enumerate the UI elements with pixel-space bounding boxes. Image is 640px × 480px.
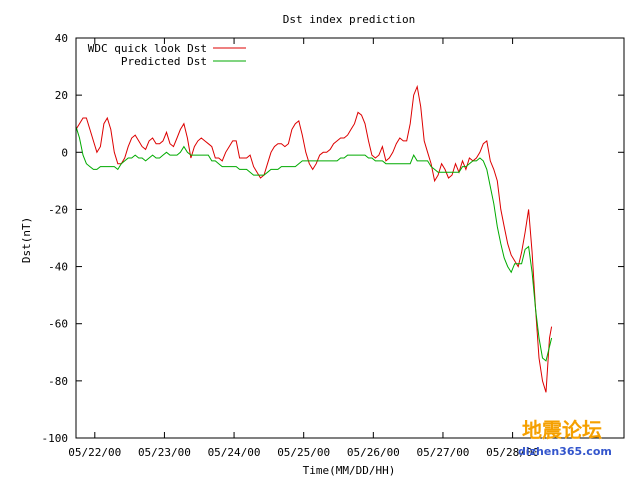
x-tick-label: 05/26/00 bbox=[347, 446, 400, 459]
legend-label-predicted: Predicted Dst bbox=[121, 55, 207, 68]
x-tick-label: 05/25/00 bbox=[277, 446, 330, 459]
plot-frame bbox=[75, 37, 625, 439]
y-axis-label: Dst(nT) bbox=[20, 217, 33, 263]
y-tick-label: -60 bbox=[48, 318, 68, 331]
x-tick-label: 05/24/00 bbox=[208, 446, 261, 459]
watermark: 地震论坛 dizhen365.com bbox=[518, 418, 612, 458]
x-axis-label: Time(MM/DD/HH) bbox=[303, 464, 396, 477]
chart-title: Dst index prediction bbox=[283, 13, 415, 26]
y-tick-label: -100 bbox=[42, 432, 69, 445]
y-tick-label: 20 bbox=[55, 89, 68, 102]
y-tick-label: -40 bbox=[48, 261, 68, 274]
watermark-chinese: 地震论坛 bbox=[522, 418, 602, 442]
x-tick-label: 05/28/00 bbox=[486, 446, 539, 459]
watermark-url: dizhen365.com bbox=[518, 445, 612, 458]
legend-label-wdc: WDC quick look Dst bbox=[88, 42, 207, 55]
x-tick-label: 05/22/00 bbox=[68, 446, 121, 459]
y-tick-label: 0 bbox=[61, 146, 68, 159]
series-line-predicted bbox=[75, 126, 553, 362]
y-tick-label: 40 bbox=[55, 32, 68, 45]
x-tick-label: 05/27/00 bbox=[416, 446, 469, 459]
series-layer bbox=[75, 84, 553, 393]
x-tick-label: 05/23/00 bbox=[138, 446, 191, 459]
y-tick-label: -20 bbox=[48, 203, 68, 216]
legend: WDC quick look Dst Predicted Dst bbox=[88, 42, 246, 68]
y-tick-label: -80 bbox=[48, 375, 68, 388]
